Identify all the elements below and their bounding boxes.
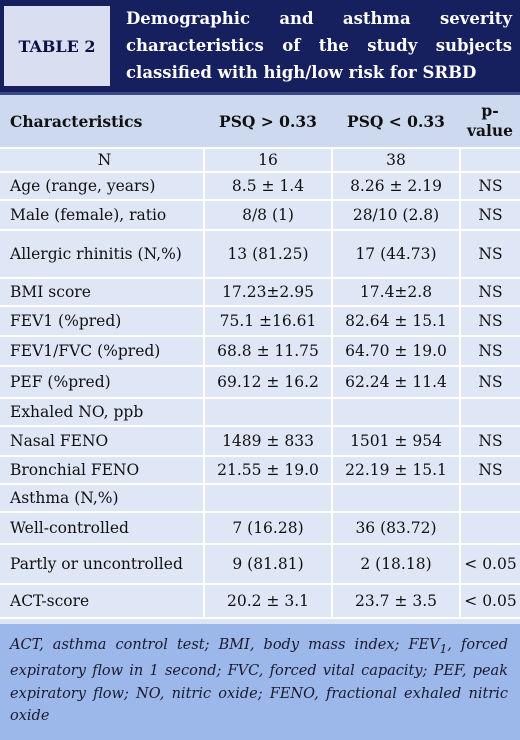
header-row: Characteristics PSQ > 0.33 PSQ < 0.33 p-… [0, 95, 520, 149]
psq-low-value: 17 (44.73) [331, 230, 460, 279]
table-header: TABLE 2 Demographic and asthma severity … [0, 0, 520, 95]
row-label: Male (female), ratio [0, 200, 204, 231]
psq-high-value [203, 484, 332, 513]
table-row: Bronchial FENO 21.55 ± 19.0 22.19 ± 15.1 NS [0, 456, 520, 485]
p-value [459, 512, 520, 545]
psq-high-value: 21.55 ± 19.0 [203, 456, 332, 485]
p-value: NS [459, 336, 520, 367]
row-label: FEV1 (%pred) [0, 306, 204, 337]
row-label: BMI score [0, 278, 204, 307]
row-label: Allergic rhinitis (N,%) [0, 230, 204, 279]
psq-low-value: 17.4±2.8 [331, 278, 460, 307]
psq-low-value: 64.70 ± 19.0 [331, 336, 460, 367]
psq-low-value: 8.26 ± 2.19 [331, 172, 460, 201]
psq-high-value: 7 (16.28) [203, 512, 332, 545]
psq-high-value: 17.23±2.95 [203, 278, 332, 307]
footnote-text-a: ACT, asthma control test; BMI, body mass… [10, 637, 440, 653]
table-row: BMI score 17.23±2.95 17.4±2.8 NS [0, 278, 520, 307]
table-body: N 16 38 Age (range, years) 8.5 ± 1.4 8.26 ± 2… [0, 148, 520, 619]
psq-low-value: 23.7 ± 3.5 [331, 584, 460, 619]
row-label: Partly or uncontrolled [0, 544, 204, 585]
psq-high-value: 13 (81.25) [203, 230, 332, 279]
table-row: ACT-score 20.2 ± 3.1 23.7 ± 3.5 < 0.05 [0, 584, 520, 619]
table-footnote: ACT, asthma control test; BMI, body mass… [0, 624, 520, 740]
row-label: N [0, 148, 204, 173]
p-value [459, 398, 520, 427]
p-value: < 0.05 [459, 544, 520, 585]
row-label: Age (range, years) [0, 172, 204, 201]
table-row: FEV1 (%pred) 75.1 ±16.61 82.64 ± 15.1 NS [0, 306, 520, 337]
table-number-label: TABLE 2 [4, 6, 114, 86]
table-row: Nasal FENO 1489 ± 833 1501 ± 954 NS [0, 426, 520, 457]
table-row: PEF (%pred) 69.12 ± 16.2 62.24 ± 11.4 NS [0, 366, 520, 399]
psq-low-value: 22.19 ± 15.1 [331, 456, 460, 485]
table-row: N 16 38 [0, 148, 520, 173]
characteristics-table: Characteristics PSQ > 0.33 PSQ < 0.33 p-… [0, 95, 520, 619]
psq-high-value: 9 (81.81) [203, 544, 332, 585]
row-label: Nasal FENO [0, 426, 204, 457]
psq-high-value: 75.1 ±16.61 [203, 306, 332, 337]
row-label: Asthma (N,%) [0, 484, 204, 513]
column-header-characteristics: Characteristics [0, 95, 204, 149]
footnote-subscript: 1 [439, 641, 448, 656]
psq-high-value: 8/8 (1) [203, 200, 332, 231]
psq-low-value [331, 484, 460, 513]
p-value [459, 484, 520, 513]
p-value: NS [459, 172, 520, 201]
psq-high-value [203, 398, 332, 427]
table-row: Well-controlled 7 (16.28) 36 (83.72) [0, 512, 520, 545]
row-label: ACT-score [0, 584, 204, 619]
table-row: Allergic rhinitis (N,%) 13 (81.25) 17 (44.… [0, 230, 520, 279]
psq-high-value: 20.2 ± 3.1 [203, 584, 332, 619]
psq-low-value [331, 398, 460, 427]
psq-low-value: 38 [331, 148, 460, 173]
psq-low-value: 2 (18.18) [331, 544, 460, 585]
psq-high-value: 69.12 ± 16.2 [203, 366, 332, 399]
table-title: Demographic and asthma severity characte… [126, 9, 512, 82]
psq-low-value: 82.64 ± 15.1 [331, 306, 460, 337]
psq-high-value: 8.5 ± 1.4 [203, 172, 332, 201]
p-value: NS [459, 456, 520, 485]
p-value: < 0.05 [459, 584, 520, 619]
psq-high-value: 68.8 ± 11.75 [203, 336, 332, 367]
table-row: Asthma (N,%) [0, 484, 520, 513]
p-value: NS [459, 306, 520, 337]
row-label: FEV1/FVC (%pred) [0, 336, 204, 367]
table-row: Partly or uncontrolled 9 (81.81) 2 (18.18)… [0, 544, 520, 585]
row-label: PEF (%pred) [0, 366, 204, 399]
psq-high-value: 1489 ± 833 [203, 426, 332, 457]
column-header-psq-low: PSQ < 0.33 [332, 95, 460, 149]
column-header-psq-high: PSQ > 0.33 [204, 95, 332, 149]
footnote-text-b: , forced expiratory flow in 1 second; FV… [10, 637, 508, 725]
table-row: Male (female), ratio 8/8 (1) 28/10 (2.8) NS [0, 200, 520, 231]
table-row: Age (range, years) 8.5 ± 1.4 8.26 ± 2.19 NS [0, 172, 520, 201]
p-value: NS [459, 278, 520, 307]
p-value: NS [459, 230, 520, 279]
psq-low-value: 36 (83.72) [331, 512, 460, 545]
row-label: Well-controlled [0, 512, 204, 545]
row-label: Bronchial FENO [0, 456, 204, 485]
psq-low-value: 1501 ± 954 [331, 426, 460, 457]
column-header-p-value: p-value [460, 95, 520, 149]
p-value: NS [459, 366, 520, 399]
table-row: Exhaled NO, ppb [0, 398, 520, 427]
psq-low-value: 62.24 ± 11.4 [331, 366, 460, 399]
p-value: NS [459, 426, 520, 457]
p-value [459, 148, 520, 173]
p-value: NS [459, 200, 520, 231]
table-row: FEV1/FVC (%pred) 68.8 ± 11.75 64.70 ± 19.0… [0, 336, 520, 367]
psq-low-value: 28/10 (2.8) [331, 200, 460, 231]
psq-high-value: 16 [203, 148, 332, 173]
row-label: Exhaled NO, ppb [0, 398, 204, 427]
